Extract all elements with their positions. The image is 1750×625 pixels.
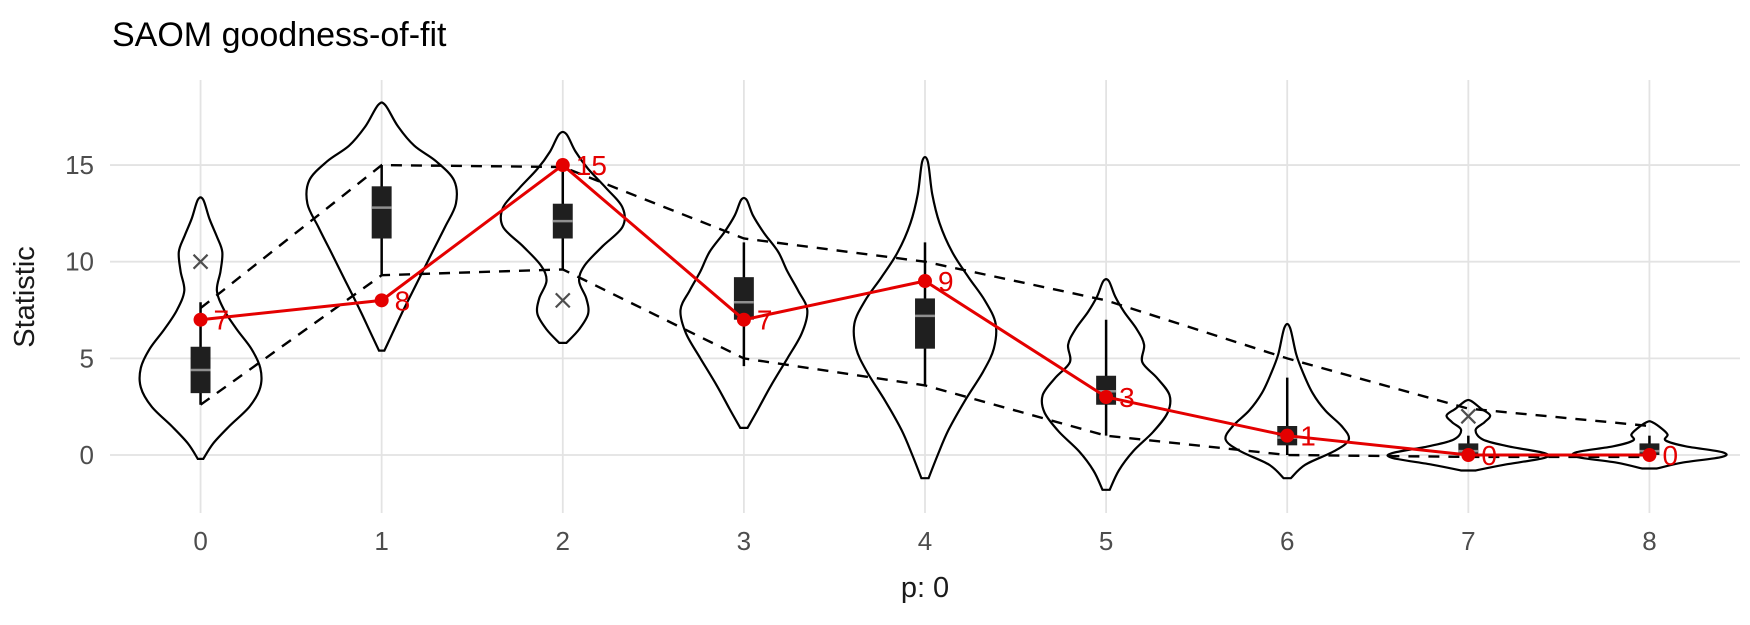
y-axis-label: Statistic (9, 246, 41, 348)
x-tick-label: 4 (918, 526, 932, 556)
violin (499, 130, 626, 344)
y-tick-label: 5 (80, 343, 94, 373)
observed-value-label: 15 (576, 150, 607, 181)
envelope-lower-line (199, 268, 1650, 459)
violin (679, 196, 809, 429)
observed-point (374, 293, 389, 308)
envelope-upper-line (199, 163, 1650, 428)
y-tick-label: 15 (65, 150, 94, 180)
violin (1386, 398, 1551, 472)
x-tick-label: 2 (556, 526, 570, 556)
observed-value-label: 3 (1119, 382, 1135, 413)
violin (1224, 322, 1351, 480)
observed-value-label: 7 (214, 305, 230, 336)
observed-value-label: 9 (938, 266, 954, 297)
outlier-cross-icon (554, 292, 571, 309)
outliers (192, 253, 1477, 425)
outlier-cross-icon (192, 253, 209, 270)
chart-title: SAOM goodness-of-fit (112, 16, 447, 54)
violin (852, 155, 998, 480)
observed-point (555, 158, 570, 173)
observed-point (918, 274, 932, 289)
observed-value-label: 7 (757, 305, 773, 336)
y-tick-label: 10 (65, 247, 94, 277)
outlier-cross-icon (1460, 408, 1477, 425)
boxplot-box (733, 277, 754, 320)
observed-point (1099, 390, 1114, 405)
x-tick-label: 8 (1642, 526, 1656, 556)
observed-value-label: 0 (1662, 440, 1678, 471)
x-tick-label: 7 (1461, 526, 1475, 556)
observed-value-label: 1 (1300, 421, 1316, 452)
x-tick-label: 1 (374, 526, 388, 556)
y-tick-label: 0 (80, 440, 94, 470)
observed-value-label: 0 (1481, 440, 1497, 471)
observed-point (1642, 448, 1657, 462)
observed-value-label: 8 (395, 285, 411, 316)
observed-series: 7 8 15 7 9 3 1 0 0 (193, 150, 1678, 471)
violin (138, 196, 263, 460)
x-tick-label: 3 (737, 526, 751, 556)
observed-point (193, 312, 208, 327)
violin (305, 101, 458, 352)
x-axis-label: p: 0 (901, 572, 949, 604)
boxplot-box (371, 186, 392, 239)
x-tick-label: 0 (193, 526, 207, 556)
observed-point (1280, 428, 1295, 443)
observed-point (736, 312, 751, 327)
observed-point (1461, 448, 1476, 462)
x-tick-label: 5 (1099, 526, 1113, 556)
violin (1571, 420, 1728, 470)
boxplot-box (915, 298, 935, 349)
x-tick-label: 6 (1280, 526, 1294, 556)
envelope-lines (199, 163, 1650, 459)
